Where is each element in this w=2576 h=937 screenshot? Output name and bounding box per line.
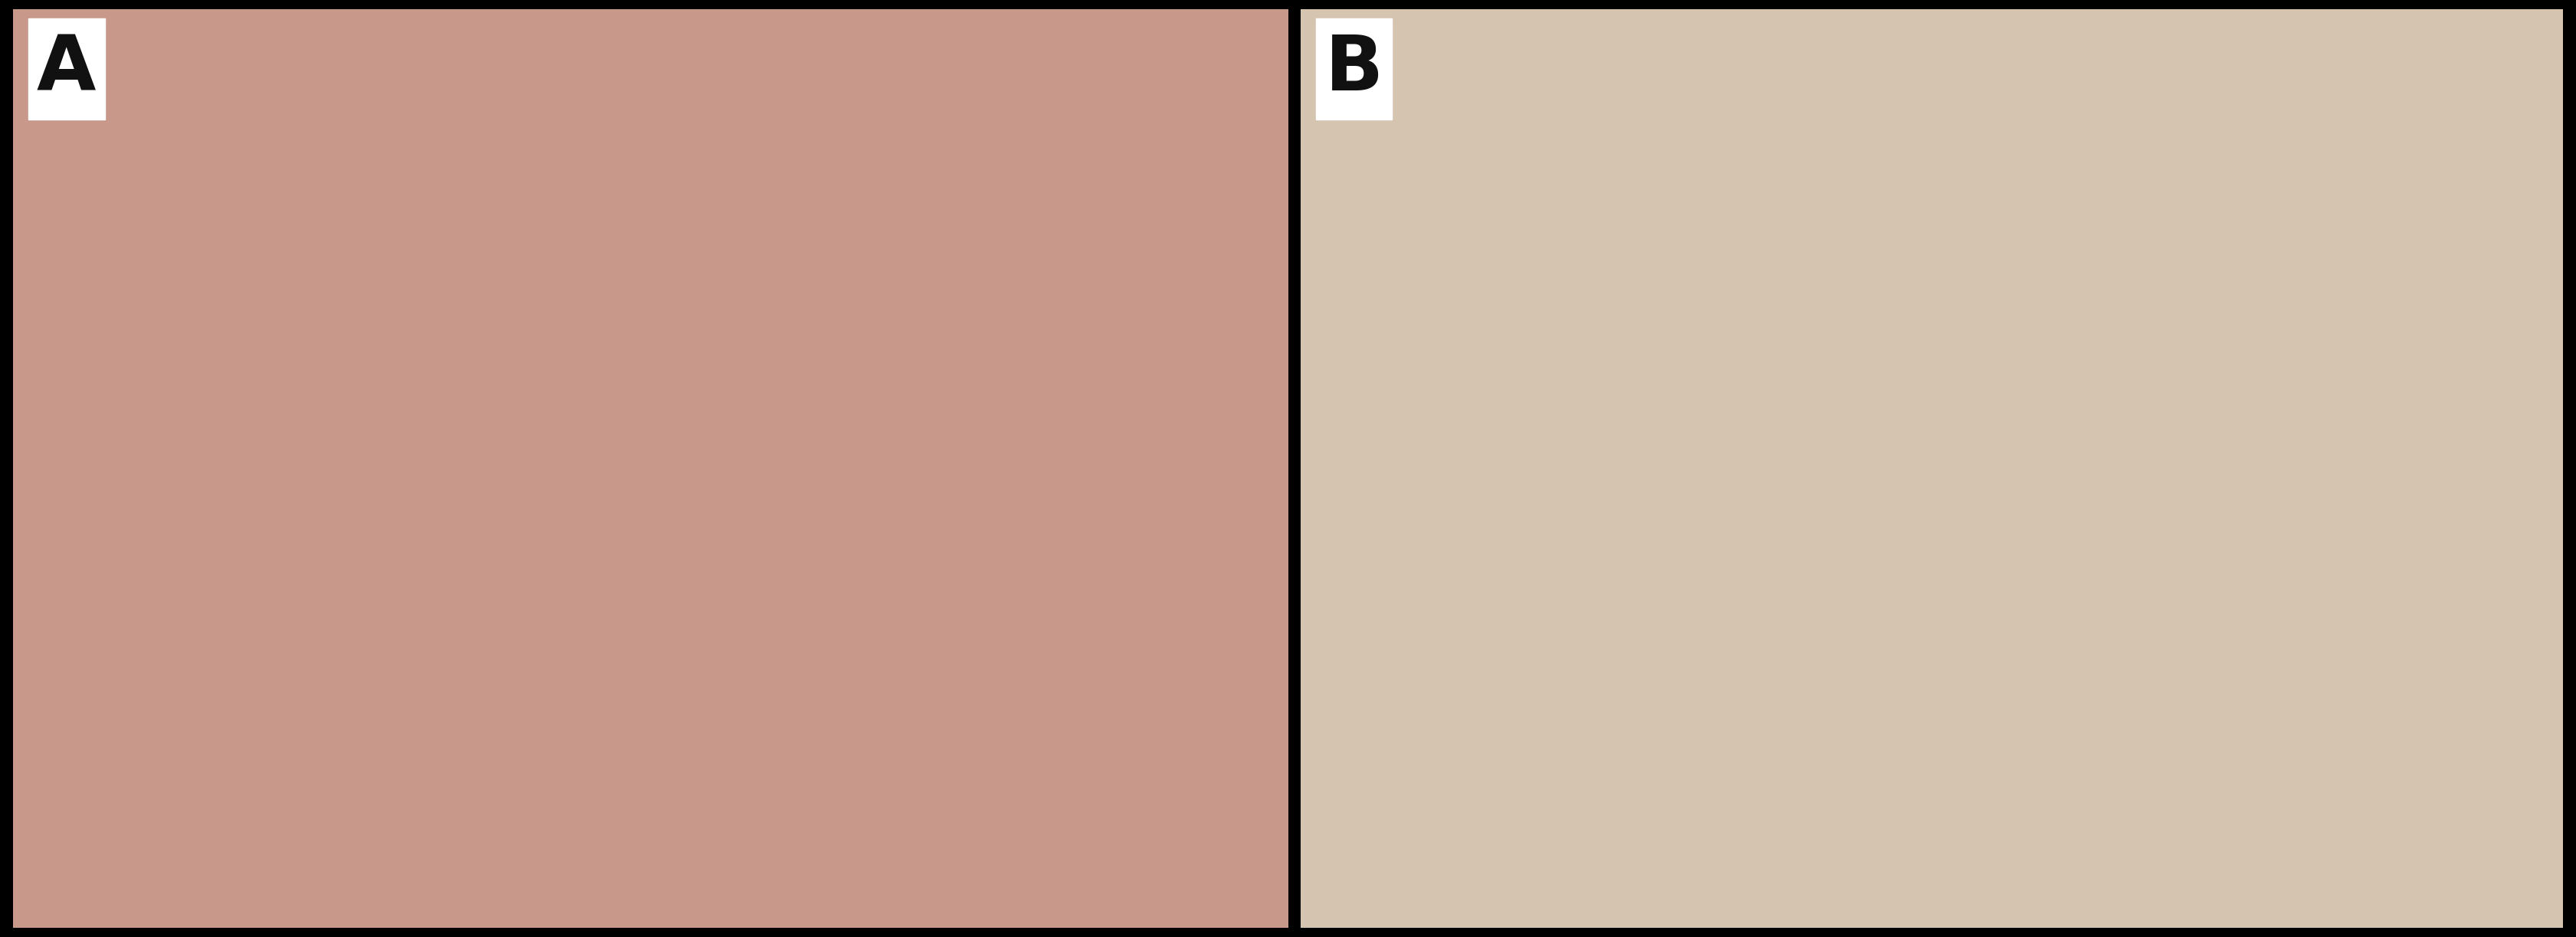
Text: B: B: [1324, 32, 1383, 106]
FancyBboxPatch shape: [28, 19, 106, 120]
Text: A: A: [36, 32, 95, 106]
FancyBboxPatch shape: [1316, 19, 1391, 120]
